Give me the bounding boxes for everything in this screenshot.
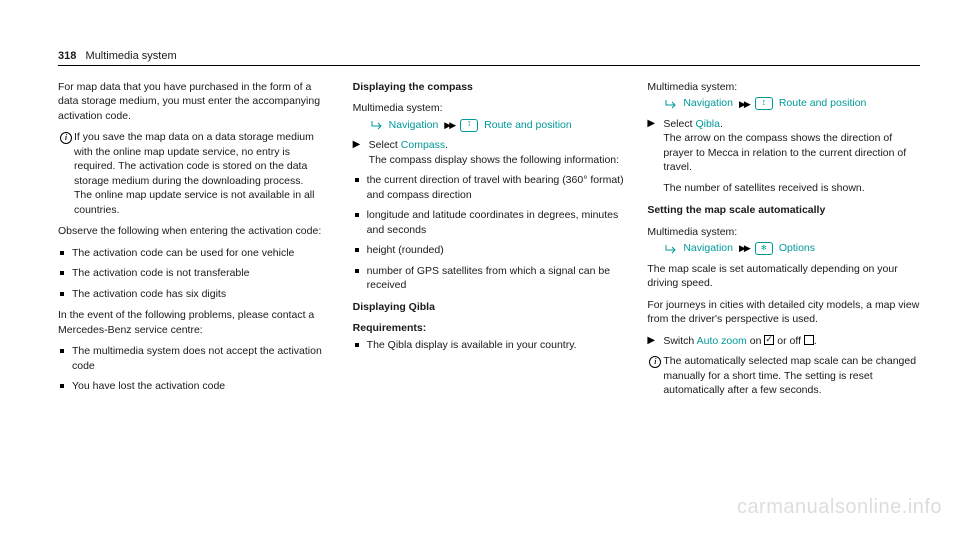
- nav-item: Route and position: [779, 96, 867, 110]
- info-block: i If you save the map data on a data sto…: [58, 130, 331, 217]
- heading: Setting the map scale automatically: [647, 203, 920, 217]
- path-hook-icon: [665, 244, 677, 254]
- paragraph: For map data that you have purchased in …: [58, 80, 331, 123]
- nav-item: Route and position: [484, 118, 572, 132]
- paragraph: Observe the following when entering the …: [58, 224, 331, 238]
- bullet-list: The activation code can be used for one …: [58, 246, 331, 301]
- step: ▶ Switch Auto zoom on or off .: [647, 334, 920, 348]
- path-hook-icon: [371, 120, 383, 130]
- list-item: The multimedia system does not accept th…: [58, 344, 331, 373]
- page-number: 318: [58, 50, 76, 62]
- step-text: Select Qibla. The arrow on the compass s…: [663, 117, 920, 195]
- paragraph: Multimedia system:: [647, 80, 920, 94]
- step-marker-icon: ▶: [647, 334, 663, 348]
- route-position-icon: ⟟: [460, 119, 478, 132]
- info-block: i The automatically selected map scale c…: [647, 354, 920, 397]
- heading: Displaying Qibla: [353, 300, 626, 314]
- column-3: Multimedia system: Navigation ▶▶ ⟟ Route…: [647, 80, 920, 405]
- heading: Displaying the compass: [353, 80, 626, 94]
- subheading: Requirements:: [353, 321, 626, 335]
- step-text: Select Compass. The compass display show…: [369, 138, 626, 167]
- paragraph: The map scale is set automatically depen…: [647, 262, 920, 291]
- list-item: The Qibla display is available in your c…: [353, 338, 626, 352]
- list-item: The activation code is not transferable: [58, 266, 331, 280]
- step-marker-icon: ▶: [647, 117, 663, 195]
- section-title: Multimedia system: [86, 50, 177, 62]
- step: ▶ Select Compass. The compass display sh…: [353, 138, 626, 167]
- column-1: For map data that you have purchased in …: [58, 80, 331, 405]
- chevron-icon: ▶▶: [739, 242, 749, 254]
- checkbox-on-icon: [764, 335, 774, 345]
- chevron-icon: ▶▶: [444, 119, 454, 131]
- nav-item: Navigation: [683, 241, 733, 255]
- list-item: number of GPS satellites from which a si…: [353, 264, 626, 293]
- checkbox-off-icon: [804, 335, 814, 345]
- path-hook-icon: [665, 99, 677, 109]
- paragraph: In the event of the following problems, …: [58, 308, 331, 337]
- nav-item: Navigation: [389, 118, 439, 132]
- list-item: longitude and latitude coordinates in de…: [353, 208, 626, 237]
- step: ▶ Select Qibla. The arrow on the compass…: [647, 117, 920, 195]
- paragraph: Multimedia system:: [353, 101, 626, 115]
- info-icon: i: [58, 130, 74, 217]
- content-columns: For map data that you have purchased in …: [58, 80, 920, 405]
- list-item: You have lost the activation code: [58, 379, 331, 393]
- chevron-icon: ▶▶: [739, 98, 749, 110]
- info-text: The automatically selected map scale can…: [663, 354, 920, 397]
- list-item: The activation code has six digits: [58, 287, 331, 301]
- page: 318 Multimedia system For map data that …: [0, 0, 960, 533]
- list-item: the current direction of travel with bea…: [353, 173, 626, 202]
- nav-path: Navigation ▶▶ ⟟ Route and position: [665, 96, 920, 110]
- list-item: The activation code can be used for one …: [58, 246, 331, 260]
- bullet-list: The Qibla display is available in your c…: [353, 338, 626, 352]
- page-header: 318 Multimedia system: [58, 50, 920, 66]
- column-2: Displaying the compass Multimedia system…: [353, 80, 626, 405]
- bullet-list: The multimedia system does not accept th…: [58, 344, 331, 393]
- nav-path: Navigation ▶▶ ✻ Options: [665, 241, 920, 255]
- nav-item: Navigation: [683, 96, 733, 110]
- nav-path: Navigation ▶▶ ⟟ Route and position: [371, 118, 626, 132]
- step-marker-icon: ▶: [353, 138, 369, 167]
- paragraph: Multimedia system:: [647, 225, 920, 239]
- info-icon: i: [647, 354, 663, 397]
- options-icon: ✻: [755, 242, 773, 255]
- paragraph: For journeys in cities with detailed cit…: [647, 298, 920, 327]
- step-text: Switch Auto zoom on or off .: [663, 334, 920, 348]
- route-position-icon: ⟟: [755, 97, 773, 110]
- bullet-list: the current direction of travel with bea…: [353, 173, 626, 292]
- info-text: If you save the map data on a data stora…: [74, 130, 331, 217]
- nav-item: Options: [779, 241, 815, 255]
- list-item: height (rounded): [353, 243, 626, 257]
